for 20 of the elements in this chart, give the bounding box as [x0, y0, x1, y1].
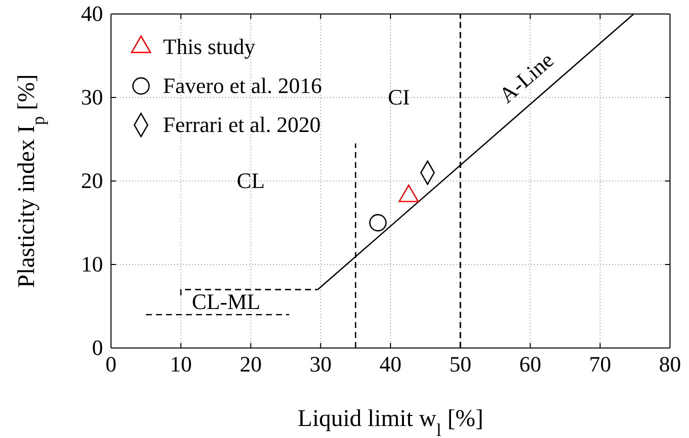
- legend-label: Favero et al. 2016: [163, 73, 322, 98]
- annotation: CL: [236, 168, 265, 193]
- x-axis-title: Liquid limit w$_{l}$ [%]: [298, 406, 484, 438]
- y-tick-label: 40: [81, 1, 103, 26]
- y-tick-label: 30: [81, 84, 103, 110]
- y-tick-label: 20: [81, 168, 103, 194]
- y-tick-label: 10: [81, 252, 103, 277]
- x-tick-label: 50: [449, 352, 472, 377]
- legend-label: This study: [163, 34, 256, 59]
- x-tick-label: 30: [310, 352, 332, 377]
- x-tick-label: 60: [519, 352, 542, 377]
- y-tick-label: 0: [92, 335, 103, 360]
- x-tick-label: 10: [170, 352, 192, 377]
- legend-label: Ferrari et al. 2020: [163, 112, 321, 137]
- x-tick-label: 20: [240, 352, 262, 377]
- x-tick-label: 80: [659, 352, 681, 377]
- x-tick-label: 70: [589, 352, 612, 377]
- annotation: CI: [388, 84, 410, 110]
- annotation: CL-ML: [192, 288, 260, 314]
- x-tick-label: 40: [380, 352, 402, 377]
